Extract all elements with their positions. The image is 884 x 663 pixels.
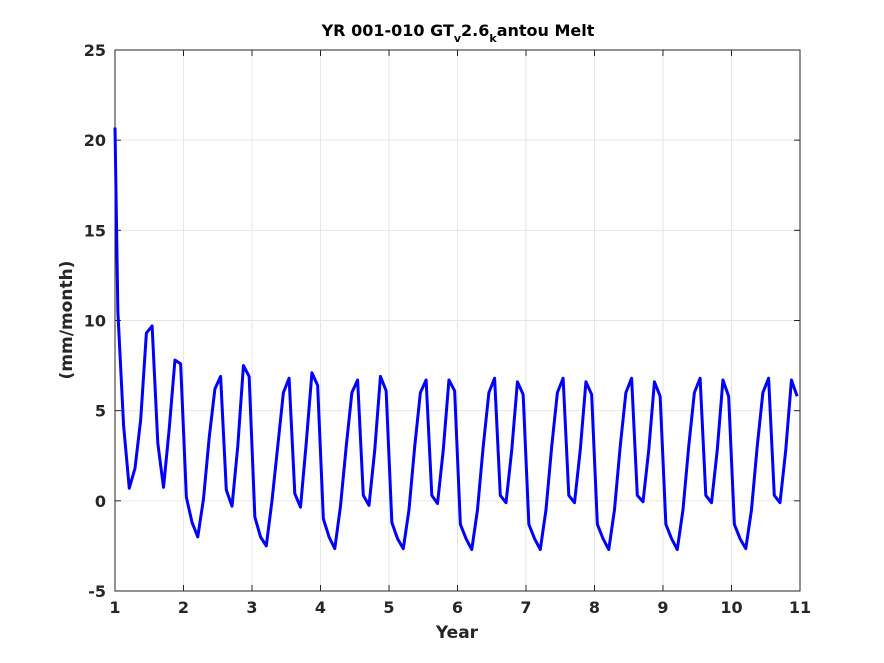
x-tick-label: 5 xyxy=(383,598,394,617)
x-tick-labels: 1 2 3 4 5 6 7 8 9 10 11 xyxy=(109,598,811,617)
y-tick-label: 15 xyxy=(84,221,106,240)
x-tick-label: 9 xyxy=(657,598,668,617)
x-tick-label: 10 xyxy=(720,598,742,617)
y-tick-label: 0 xyxy=(95,492,106,511)
y-tick-label: 5 xyxy=(95,402,106,421)
x-tick-label: 8 xyxy=(589,598,600,617)
chart-title: YR 001-010 GTv2.6kantou Melt xyxy=(321,21,595,45)
y-axis-label: (mm/month) xyxy=(57,261,77,380)
x-tick-label: 4 xyxy=(315,598,326,617)
x-tick-label: 11 xyxy=(789,598,811,617)
melt-series-line xyxy=(113,127,799,552)
y-tick-label: -5 xyxy=(88,582,106,601)
x-tick-label: 6 xyxy=(452,598,463,617)
y-tick-label: 10 xyxy=(84,312,106,331)
x-tick-label: 1 xyxy=(109,598,120,617)
y-tick-label: 25 xyxy=(84,41,106,60)
y-tick-label: 20 xyxy=(84,131,106,150)
plot-frame xyxy=(114,49,801,592)
x-tick-label: 3 xyxy=(246,598,257,617)
y-tick-labels: -5 0 5 10 15 20 25 xyxy=(84,41,106,601)
x-tick-label: 2 xyxy=(178,598,189,617)
x-axis-label: Year xyxy=(435,623,479,643)
series-layer xyxy=(113,127,799,552)
x-tick-label: 7 xyxy=(520,598,531,617)
